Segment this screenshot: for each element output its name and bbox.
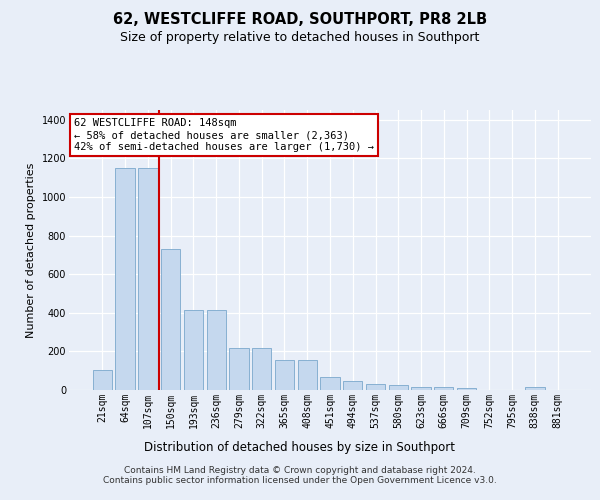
Text: 62, WESTCLIFFE ROAD, SOUTHPORT, PR8 2LB: 62, WESTCLIFFE ROAD, SOUTHPORT, PR8 2LB [113, 12, 487, 28]
Bar [389, 385, 408, 390]
Bar [434, 387, 454, 390]
Y-axis label: Number of detached properties: Number of detached properties [26, 162, 36, 338]
Bar [275, 360, 294, 390]
Bar [366, 384, 385, 390]
Bar [343, 382, 362, 390]
Text: Size of property relative to detached houses in Southport: Size of property relative to detached ho… [121, 31, 479, 44]
Bar [93, 370, 112, 390]
Text: Distribution of detached houses by size in Southport: Distribution of detached houses by size … [145, 441, 455, 454]
Bar [161, 249, 181, 390]
Bar [457, 388, 476, 390]
Text: Contains HM Land Registry data © Crown copyright and database right 2024.
Contai: Contains HM Land Registry data © Crown c… [103, 466, 497, 485]
Bar [525, 387, 545, 390]
Bar [138, 168, 158, 390]
Bar [252, 348, 271, 390]
Bar [115, 168, 135, 390]
Bar [184, 310, 203, 390]
Bar [320, 377, 340, 390]
Bar [412, 387, 431, 390]
Text: 62 WESTCLIFFE ROAD: 148sqm
← 58% of detached houses are smaller (2,363)
42% of s: 62 WESTCLIFFE ROAD: 148sqm ← 58% of deta… [74, 118, 374, 152]
Bar [298, 360, 317, 390]
Bar [206, 310, 226, 390]
Bar [229, 348, 248, 390]
